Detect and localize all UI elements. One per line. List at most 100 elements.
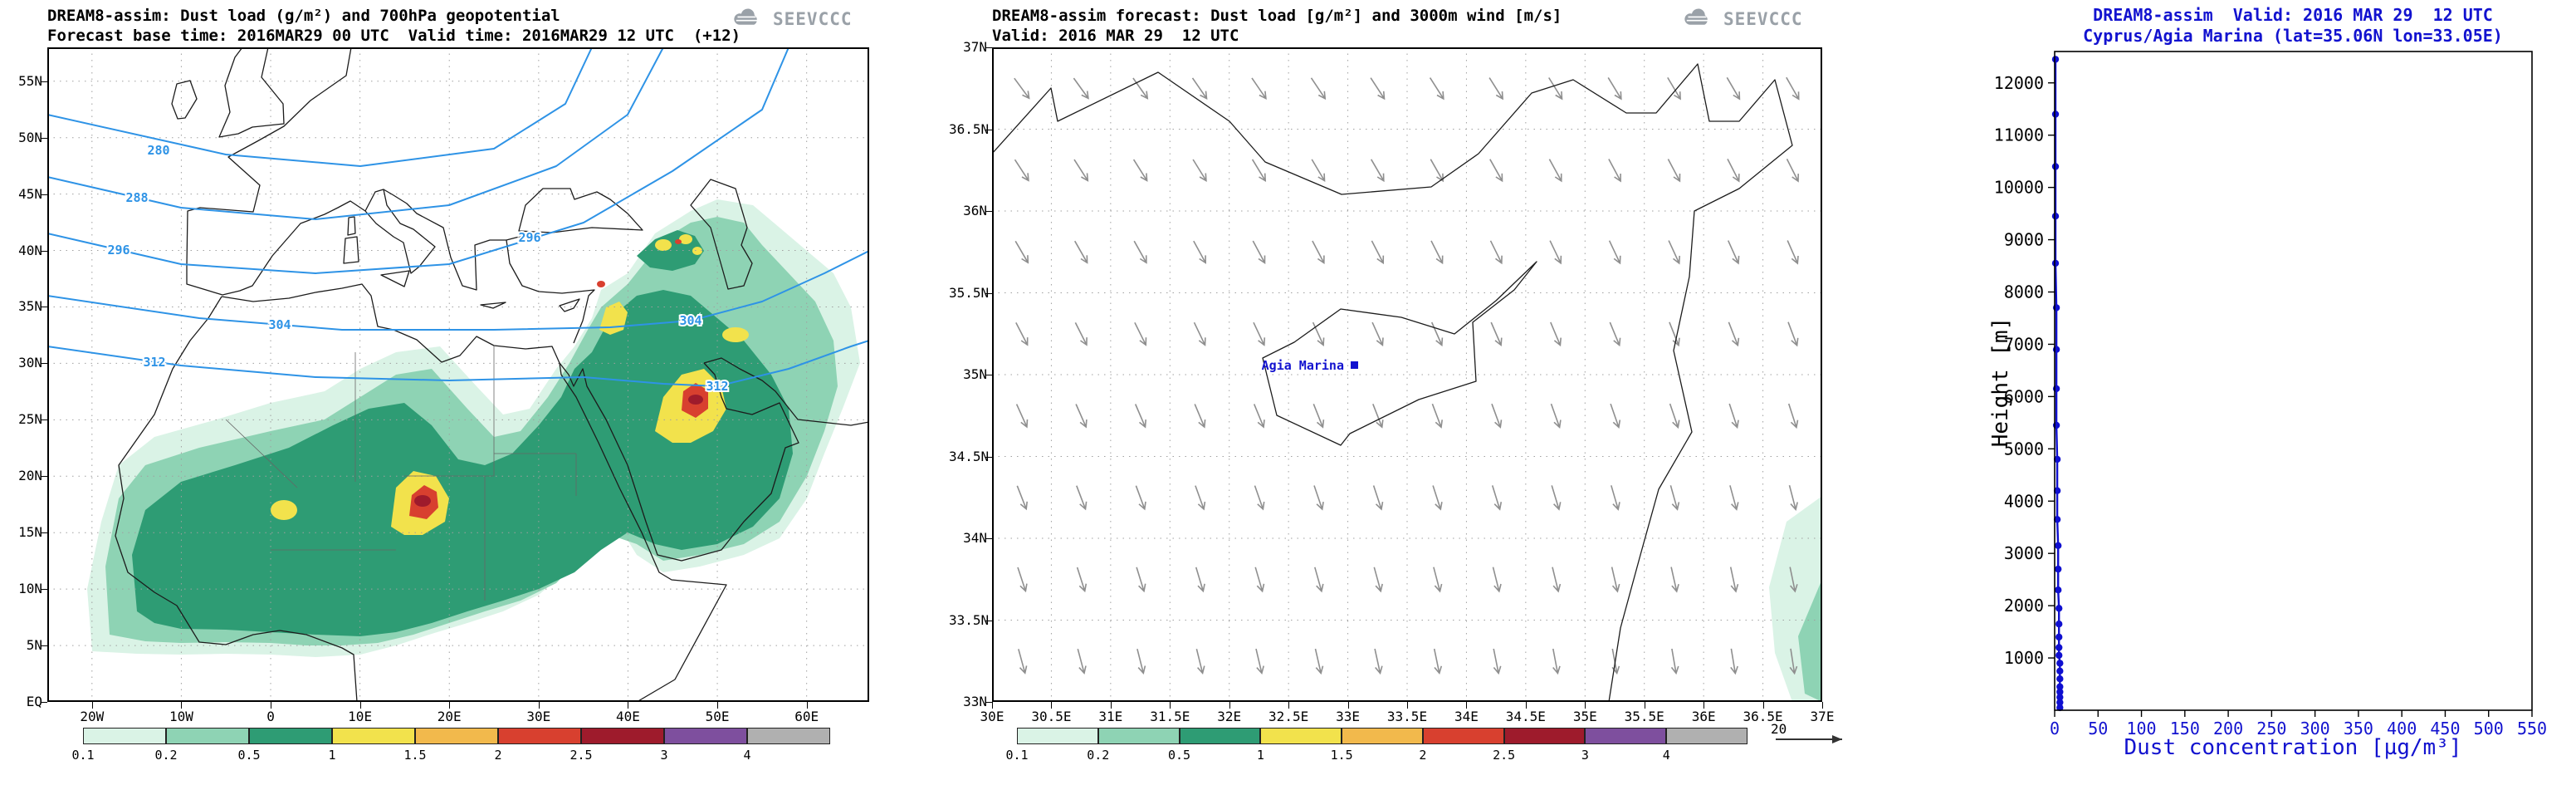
wind-arrow <box>1193 321 1206 346</box>
x-tick-label: 300 <box>2300 719 2330 738</box>
wind-arrow <box>1787 240 1799 265</box>
contour-label-280: 280 <box>147 143 169 158</box>
wind-arrow <box>1727 240 1740 265</box>
colorbar-tick-label: 3 <box>660 748 668 763</box>
profile-point <box>2053 516 2061 523</box>
wind-arrow <box>1077 648 1087 675</box>
cloud-icon <box>734 8 758 25</box>
colorbar-tick-label: 1.5 <box>403 748 427 763</box>
contour-288 <box>47 47 664 220</box>
colorbar-segment <box>1017 728 1098 744</box>
seevccc-logo: SEEVCCC <box>1681 8 1803 30</box>
lat-tickmark <box>985 456 992 458</box>
colorbar-segment <box>415 728 498 744</box>
wind-arrow <box>1669 321 1680 347</box>
dust-fill-yellow-iran <box>722 327 749 342</box>
y-tick-label: 5000 <box>2004 439 2044 459</box>
wind-arrow <box>1668 240 1680 265</box>
colorbar-tick-label: 0.5 <box>1168 748 1191 763</box>
lon-tick-label: 31E <box>1098 709 1123 724</box>
lon-tickmark <box>1407 702 1408 709</box>
profile-point <box>2053 487 2061 494</box>
wind-arrow <box>1787 403 1799 429</box>
colorbar-tick-label: 2 <box>1419 748 1427 763</box>
colorbar-segment <box>1097 728 1180 744</box>
wind-arrow <box>1492 567 1502 593</box>
y-tick-label: 8000 <box>2004 282 2044 302</box>
profile-layer <box>2051 56 2064 712</box>
wind-arrow <box>1136 649 1146 675</box>
wind-arrow <box>1729 567 1739 593</box>
wind-arrow <box>1608 159 1621 183</box>
wind-arrow <box>1312 321 1325 346</box>
lon-tickmark <box>717 702 719 709</box>
wind-arrow <box>1372 404 1384 429</box>
panel3-axes-layer: 1000200030004000500060007000800090001000… <box>1994 73 2547 738</box>
lat-tick-label: 40N <box>18 242 42 258</box>
panel3-title-line1: DREAM8-assim Valid: 2016 MAR 29 12 UTC <box>2093 5 2493 25</box>
wind-arrow <box>1193 240 1207 264</box>
wind-arrow <box>1134 404 1146 429</box>
wind-arrow <box>1018 649 1028 675</box>
x-tick-label: 100 <box>2126 719 2156 738</box>
colorbar-segment <box>1503 728 1586 744</box>
colorbar-tick-label: 0.2 <box>154 748 178 763</box>
profile-point <box>2056 704 2064 712</box>
lon-tick-label: 32E <box>1217 709 1242 724</box>
profile-point <box>2055 586 2062 594</box>
wind-arrow <box>1132 77 1149 100</box>
profile-point <box>2051 213 2060 220</box>
profile-point <box>2056 699 2064 706</box>
x-tick-label: 200 <box>2213 719 2243 738</box>
wind-arrow <box>1255 648 1264 675</box>
y-tick-label: 9000 <box>2004 230 2044 250</box>
y-tick-label: 6000 <box>2004 386 2044 406</box>
x-tick-label: 450 <box>2430 719 2460 738</box>
lon-tick-label: 30.5E <box>1031 709 1072 724</box>
lon-tick-label: 33.5E <box>1386 709 1428 724</box>
wind-arrow <box>1488 77 1503 101</box>
colorbar-tick-label: 0.1 <box>1005 748 1029 763</box>
lat-tick-label: 30N <box>18 355 42 371</box>
dust-fill-maroon-saudi <box>688 395 703 405</box>
wind-arrow <box>1728 403 1739 429</box>
panel2-map: Agia Marina <box>992 47 1822 702</box>
wind-arrow <box>1253 404 1265 429</box>
wind-arrow <box>1607 76 1622 101</box>
wind-arrow <box>1729 485 1739 511</box>
wind-arrow <box>1550 403 1562 429</box>
contour-label-288: 288 <box>125 190 148 205</box>
lon-tick-label: 10W <box>169 709 193 724</box>
colorbar-tick-label: 2.5 <box>1493 748 1516 763</box>
lon-tick-label: 30E <box>980 709 1004 724</box>
x-axis-title: Dust concentration [µg/m³] <box>2124 735 2462 760</box>
panel3-dust-profile: DREAM8-assim Valid: 2016 MAR 29 12 UTC C… <box>1884 0 2576 785</box>
lat-tickmark <box>41 250 47 252</box>
lon-tickmark <box>181 702 183 709</box>
coastline-turkey-levant <box>992 63 1793 702</box>
lat-tickmark <box>41 137 47 139</box>
lat-tickmark <box>985 702 992 703</box>
wind-arrow <box>1788 484 1798 511</box>
colorbar-segment <box>332 728 415 744</box>
colorbar-tick-label: 2.5 <box>569 748 593 763</box>
lat-tickmark <box>41 419 47 421</box>
wind-arrow <box>1135 485 1146 511</box>
wind-arrow <box>1195 485 1206 511</box>
profile-point <box>2051 110 2060 118</box>
x-tick-label: 500 <box>2474 719 2504 738</box>
wind-arrow <box>1014 77 1030 100</box>
panel1-map-frame <box>47 47 869 702</box>
contour-label-312-west: 312 <box>143 355 165 370</box>
lon-tickmark <box>1229 702 1230 709</box>
wind-arrow <box>1194 404 1206 429</box>
wind-arrow <box>1134 321 1147 346</box>
country-borders <box>225 346 577 601</box>
colorbar-tick-label: 2 <box>494 748 502 763</box>
panel2-grid-layer <box>992 47 1822 702</box>
wind-arrow <box>1730 648 1738 675</box>
dust-fill-maroon-chad <box>414 495 431 507</box>
wind-arrow <box>1076 485 1088 511</box>
lat-tickmark <box>985 47 992 48</box>
wind-arrow <box>1493 648 1502 675</box>
